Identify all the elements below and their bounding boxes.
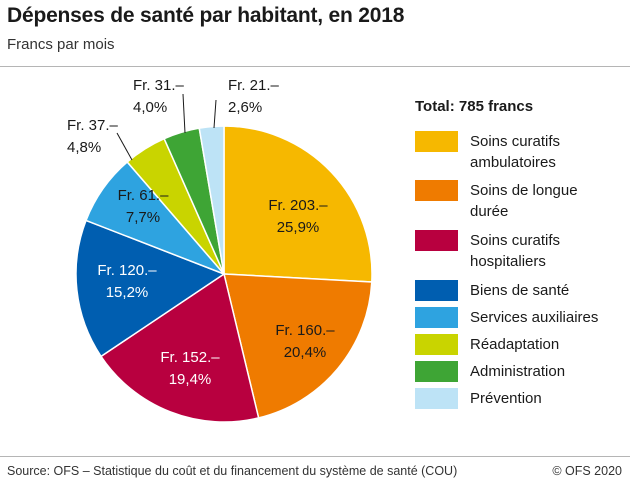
pie-slice-2 — [100, 272, 260, 423]
slice-amount-label-5: Fr. 37.– — [67, 117, 119, 134]
leader-line-5 — [116, 132, 133, 161]
legend-label: Réadaptation — [470, 336, 560, 353]
legend-swatch — [415, 230, 458, 251]
leader-line-7 — [213, 99, 217, 129]
slice-percent-label-3: 15,2% — [106, 284, 149, 301]
top-divider — [0, 66, 630, 67]
legend-label-cont: durée — [470, 203, 509, 220]
legend-item-soins-curatifs-ambulatoires: Soins curatifs ambulatoires — [415, 131, 620, 173]
legend-item-biens-de-sante: Biens de santé — [415, 280, 620, 301]
legend-swatch — [415, 361, 458, 382]
slice-amount-label-1: Fr. 160.– — [275, 322, 335, 339]
legend-item-readaptation: Réadaptation — [415, 334, 620, 355]
legend-swatch — [415, 180, 458, 201]
legend-swatch — [415, 131, 458, 152]
slice-percent-label-7: 2,6% — [228, 99, 262, 116]
pie-slice-3 — [75, 219, 226, 358]
legend-label: Soins de longue — [470, 182, 578, 199]
slice-amount-label-4: Fr. 61.– — [118, 187, 170, 204]
legend-label: Soins curatifs — [470, 133, 561, 150]
legend-label: Biens de santé — [470, 282, 570, 299]
legend-label-cont: ambulatoires — [470, 154, 556, 171]
legend-total: Total: 785 francs — [415, 98, 534, 115]
legend-item-soins-de-longue-duree: Soins de longue durée — [415, 180, 620, 222]
copyright-note: © OFS 2020 — [552, 464, 622, 478]
pie-slice-7 — [198, 125, 225, 275]
slice-percent-label-2: 19,4% — [169, 371, 212, 388]
legend-item-services-auxiliaires: Services auxiliaires — [415, 307, 620, 328]
slice-percent-label-4: 7,7% — [126, 209, 160, 226]
source-note: Source: OFS – Statistique du coût et du … — [7, 464, 458, 478]
pie-slice-1 — [223, 273, 373, 419]
slice-amount-label-7: Fr. 21.– — [228, 77, 280, 94]
pie-slice-0 — [223, 125, 373, 283]
slice-amount-label-6: Fr. 31.– — [133, 77, 185, 94]
legend-item-administration: Administration — [415, 361, 620, 382]
legend-label: Services auxiliaires — [470, 309, 599, 326]
chart-title: Dépenses de santé par habitant, en 2018 — [7, 4, 405, 27]
legend-item-soins-curatifs-hospitaliers: Soins curatifs hospitaliers — [415, 230, 620, 272]
slice-percent-label-1: 20,4% — [284, 344, 327, 361]
legend-label: Administration — [470, 363, 566, 380]
legend-swatch — [415, 280, 458, 301]
slice-amount-label-0: Fr. 203.– — [268, 197, 328, 214]
legend-swatch — [415, 334, 458, 355]
legend-label: Prévention — [470, 390, 542, 407]
bottom-divider — [0, 456, 630, 457]
chart-subtitle: Francs par mois — [7, 36, 115, 53]
slice-percent-label-6: 4,0% — [133, 99, 167, 116]
legend-label: Soins curatifs — [470, 232, 561, 249]
legend-swatch — [415, 307, 458, 328]
legend-item-prevention: Prévention — [415, 388, 620, 409]
slice-amount-label-2: Fr. 152.– — [160, 349, 220, 366]
slice-percent-label-5: 4,8% — [67, 139, 101, 156]
slice-amount-label-3: Fr. 120.– — [97, 262, 157, 279]
slice-percent-label-0: 25,9% — [277, 219, 320, 236]
legend: Total: 785 francs Soins curatifs ambulat… — [415, 98, 627, 409]
legend-label-cont: hospitaliers — [470, 253, 546, 270]
legend-swatch — [415, 388, 458, 409]
leader-line-6 — [182, 93, 186, 134]
